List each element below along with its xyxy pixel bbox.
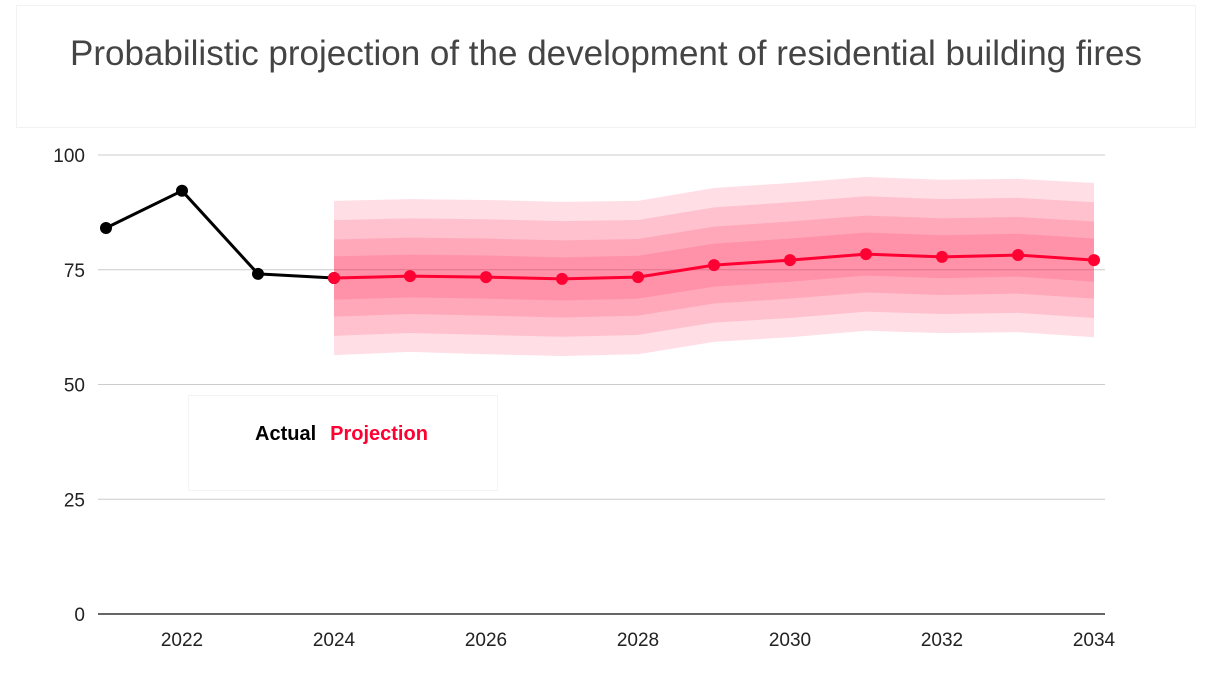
x-tick-label: 2032 — [921, 630, 963, 651]
legend: Actual Projection — [188, 395, 498, 491]
data-point-actual — [252, 267, 264, 280]
data-point-projection — [1088, 254, 1100, 267]
data-point-projection — [860, 248, 872, 261]
data-point-projection — [480, 271, 492, 284]
x-tick-label: 2034 — [1073, 630, 1116, 651]
series-line-actual — [105, 189, 335, 280]
data-point-projection — [556, 272, 568, 285]
x-tick-label: 2022 — [161, 630, 203, 651]
y-tick-label: 75 — [64, 261, 85, 282]
data-point-projection — [936, 250, 948, 263]
data-point-projection — [1012, 249, 1024, 262]
legend-projection: Projection — [330, 423, 428, 445]
x-tick-label: 2026 — [465, 630, 507, 651]
title-box: Probabilistic projection of the developm… — [16, 5, 1196, 128]
data-point-projection — [708, 259, 720, 272]
y-tick-label: 50 — [64, 376, 85, 397]
x-tick-label: 2030 — [769, 630, 811, 651]
data-point-projection — [328, 272, 340, 285]
y-tick-label: 25 — [64, 490, 85, 511]
legend-actual: Actual — [255, 423, 317, 445]
chart-title: Probabilistic projection of the developm… — [70, 34, 1142, 73]
data-point-projection — [632, 271, 644, 284]
y-tick-label: 0 — [74, 605, 85, 626]
data-point-actual — [176, 184, 188, 197]
data-point-projection — [404, 270, 416, 283]
y-tick-label: 100 — [53, 146, 85, 167]
x-tick-label: 2028 — [617, 630, 659, 651]
x-tick-label: 2024 — [313, 630, 356, 651]
data-point-actual — [100, 221, 112, 234]
data-point-projection — [784, 254, 796, 267]
